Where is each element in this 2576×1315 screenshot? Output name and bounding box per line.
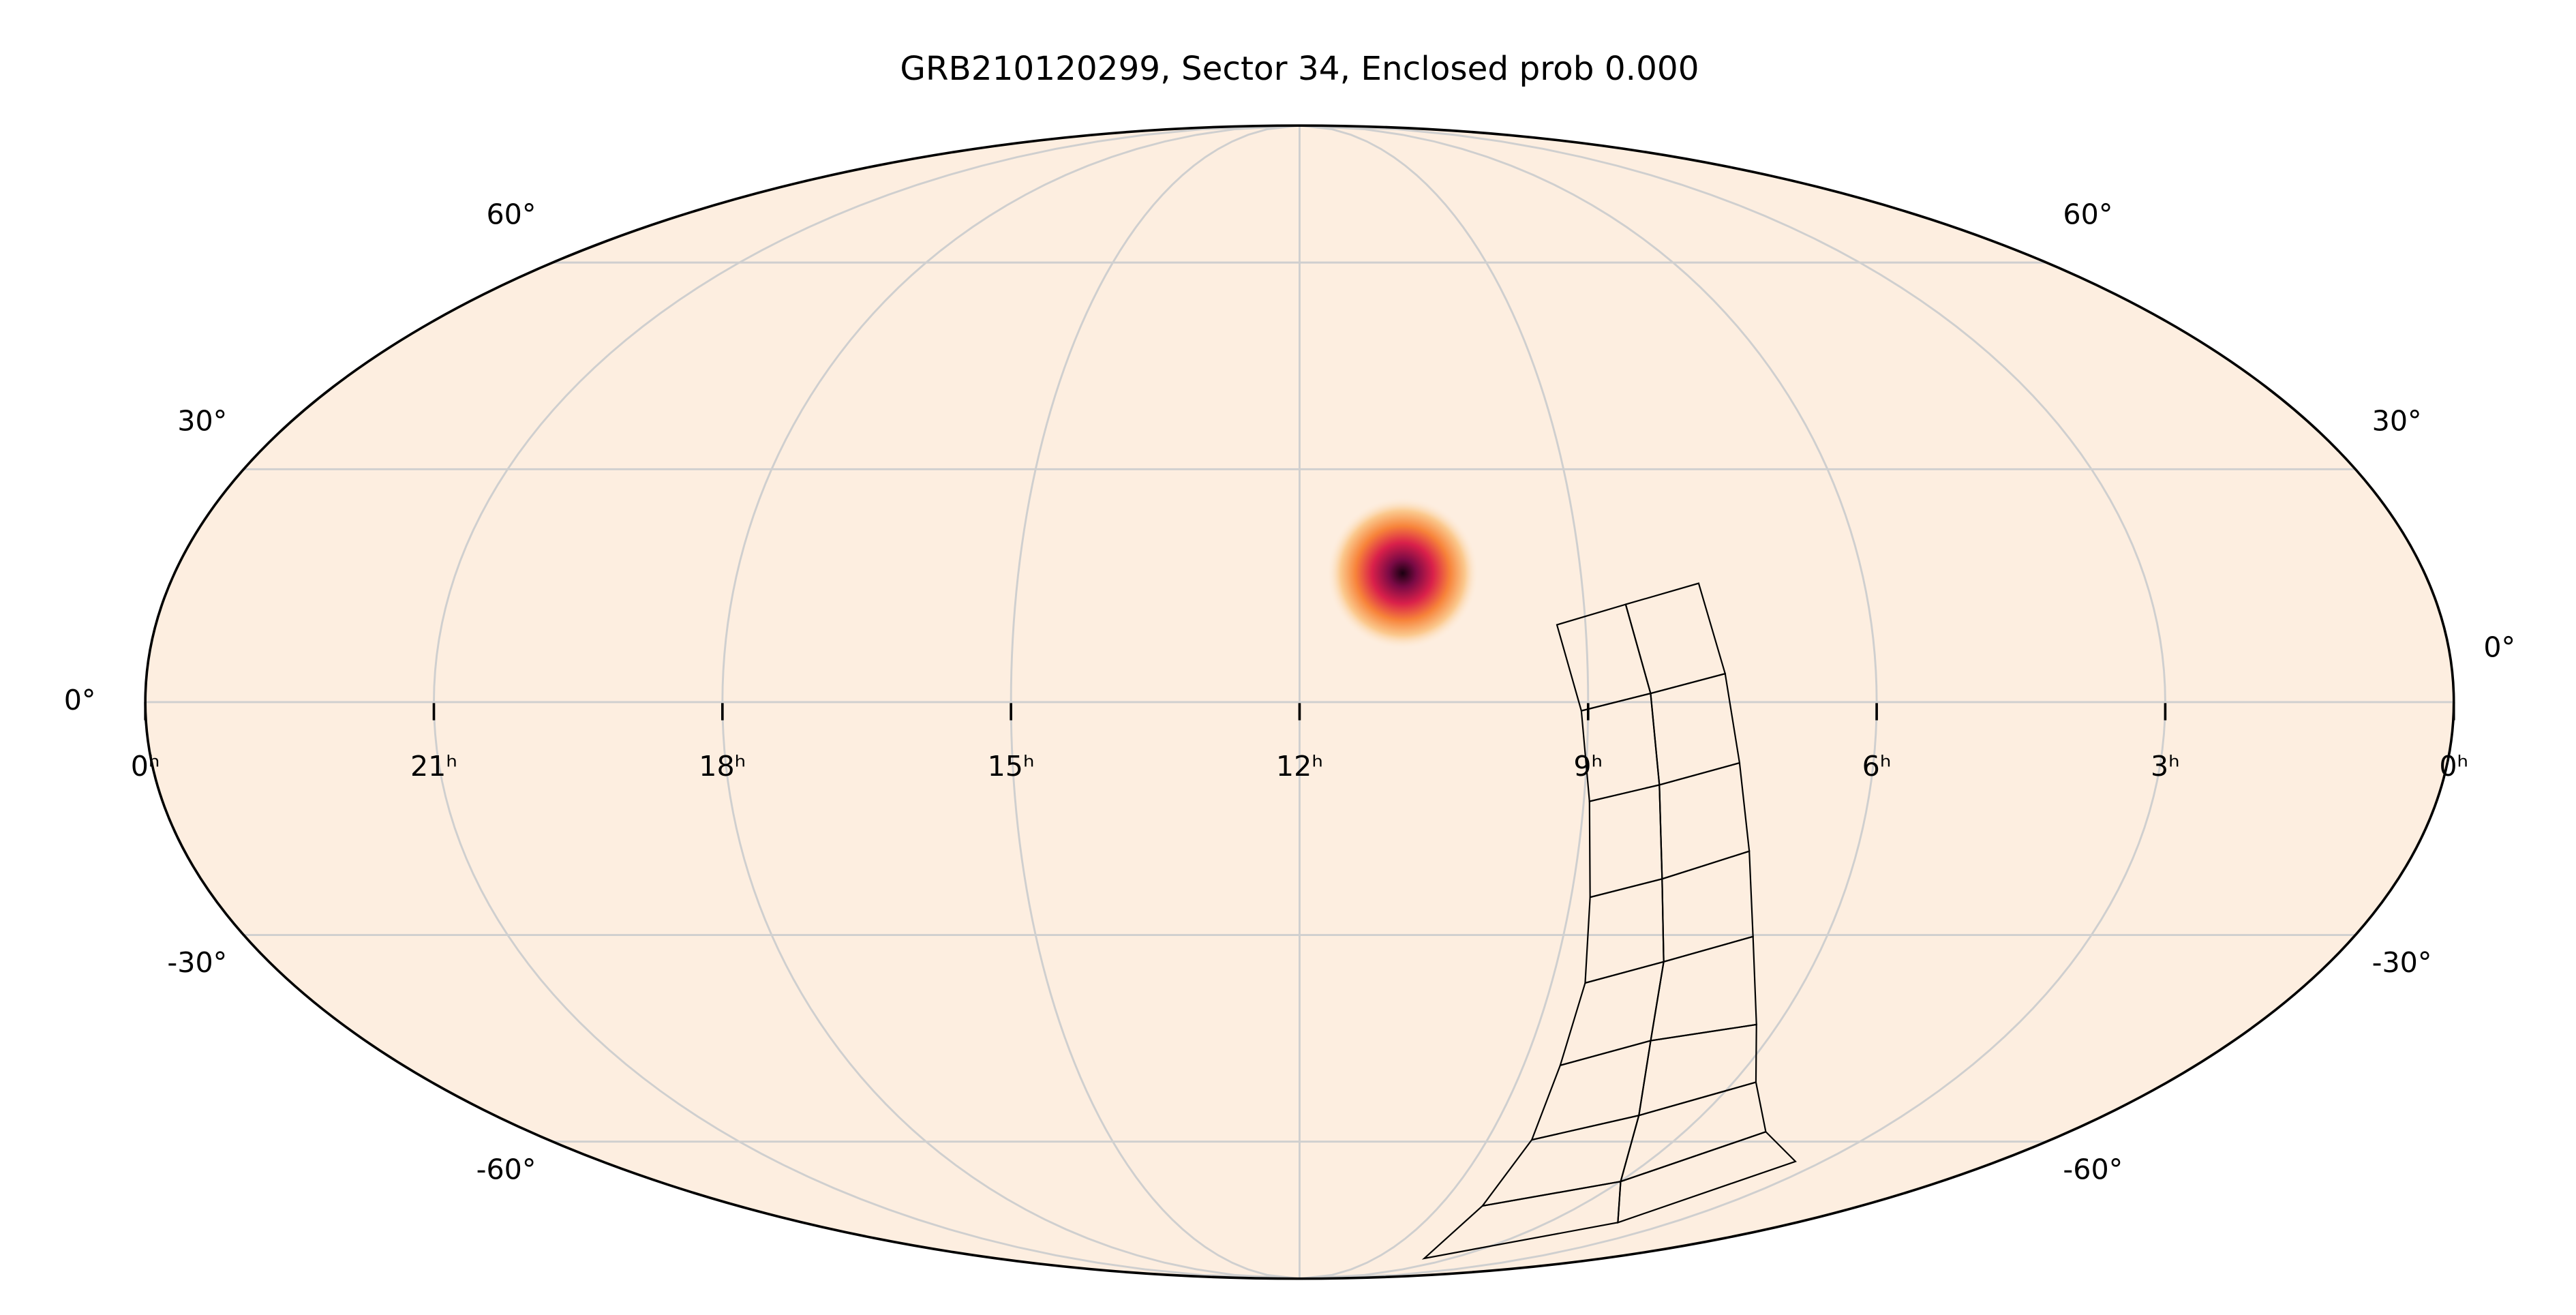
y-tick-label: 60° xyxy=(2063,198,2112,230)
y-tick-label: 60° xyxy=(487,198,536,230)
y-tick-label: 30° xyxy=(177,404,227,437)
ccd-footprint xyxy=(1617,1131,1797,1224)
y-tick-label: -60° xyxy=(476,1153,536,1185)
localization xyxy=(1327,497,1479,650)
x-tick-label: 3ʰ xyxy=(2151,750,2180,783)
y-tick-label: 0° xyxy=(64,684,96,716)
x-tick-label: 6ʰ xyxy=(1862,750,1892,783)
y-tick-label: 0° xyxy=(2483,631,2515,663)
x-tick-label: 21ʰ xyxy=(410,750,457,783)
x-tick-label: 18ʰ xyxy=(699,750,746,783)
x-tick-label: 15ʰ xyxy=(988,750,1035,783)
y-tick-label: 30° xyxy=(2372,404,2422,437)
y-tick-label: -30° xyxy=(167,946,227,979)
y-tick-label: -30° xyxy=(2372,946,2432,979)
sky-boundary xyxy=(144,124,2455,1280)
y-tick-label: -60° xyxy=(2063,1153,2123,1185)
chart-title: GRB210120299, Sector 34, Enclosed prob 0… xyxy=(900,50,1699,88)
x-tick-label: 9ʰ xyxy=(1573,750,1603,783)
x-tick-label: 12ʰ xyxy=(1276,750,1323,783)
